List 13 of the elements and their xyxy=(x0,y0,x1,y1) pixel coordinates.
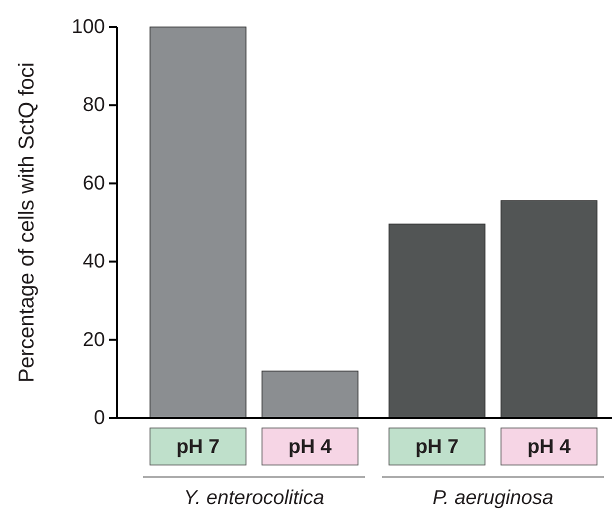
y-tick-label: 20 xyxy=(82,328,105,351)
x-tick-label: pH 4 xyxy=(288,436,333,458)
x-tick-label: pH 7 xyxy=(176,436,220,458)
y-tick-label: 60 xyxy=(82,172,105,194)
y-tick-label: 40 xyxy=(82,250,105,273)
y-axis-title: Percentage of cells with SctQ foci xyxy=(14,62,39,383)
text: Y. enterocolitica xyxy=(184,487,324,509)
text: P. aeruginosa xyxy=(432,487,554,509)
x-tick-label: pH 7 xyxy=(415,436,459,458)
y-tick-label: 0 xyxy=(94,407,105,429)
y-tick-label: 100 xyxy=(72,16,105,38)
x-tick-label: pH 4 xyxy=(527,436,572,458)
y-tick-label: 80 xyxy=(82,94,105,116)
